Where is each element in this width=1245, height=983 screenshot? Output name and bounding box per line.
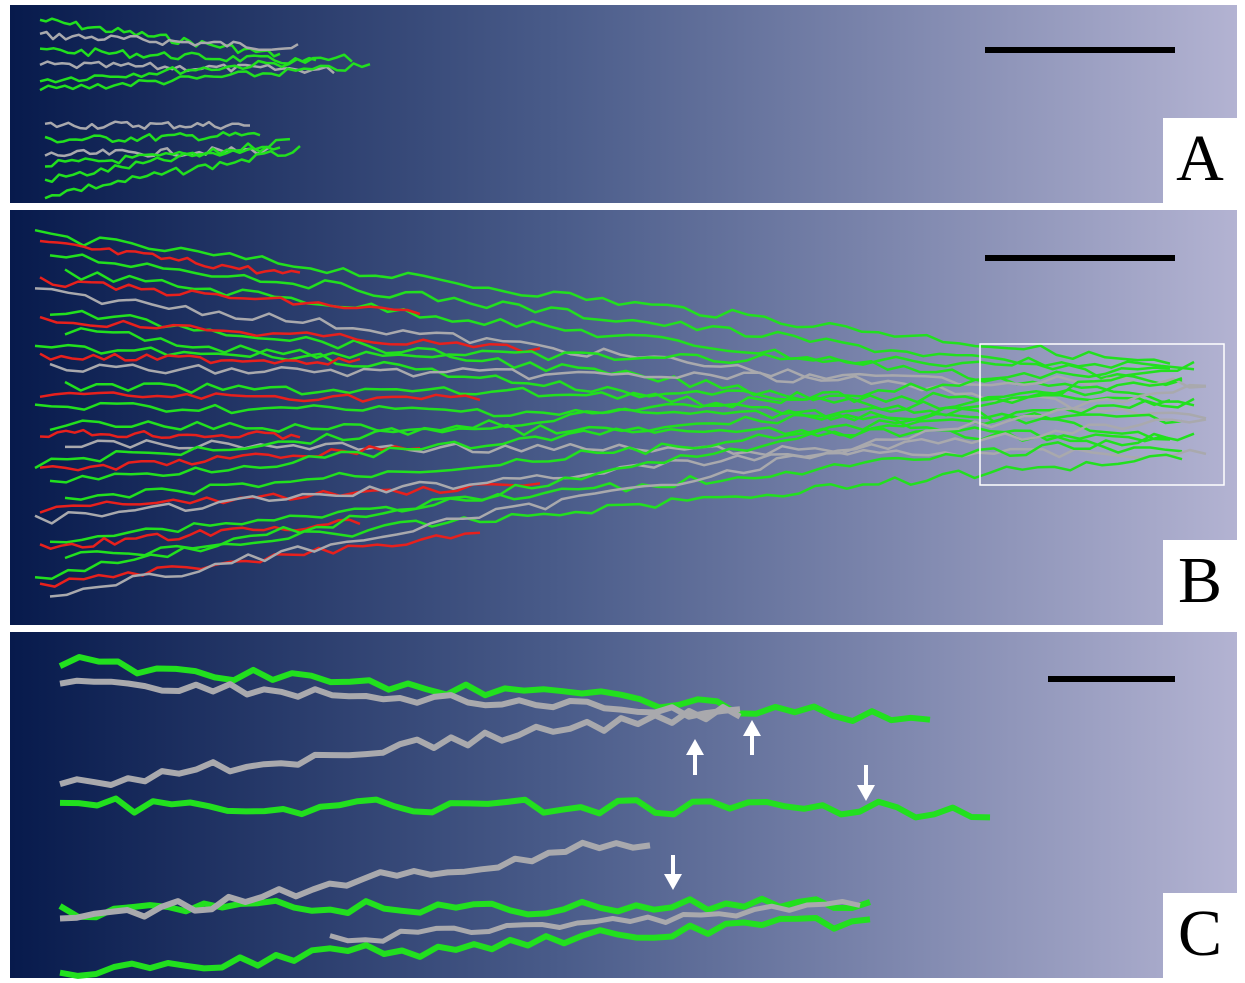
panel-label: A [1176,122,1224,195]
panel-label: C [1178,897,1222,970]
panel-label: B [1178,544,1222,617]
panel-a-bg [10,5,1237,203]
figure: A B C [0,0,1245,983]
page: {"panels":[{"label":"A"},{"label":"B"},{… [0,0,1245,983]
